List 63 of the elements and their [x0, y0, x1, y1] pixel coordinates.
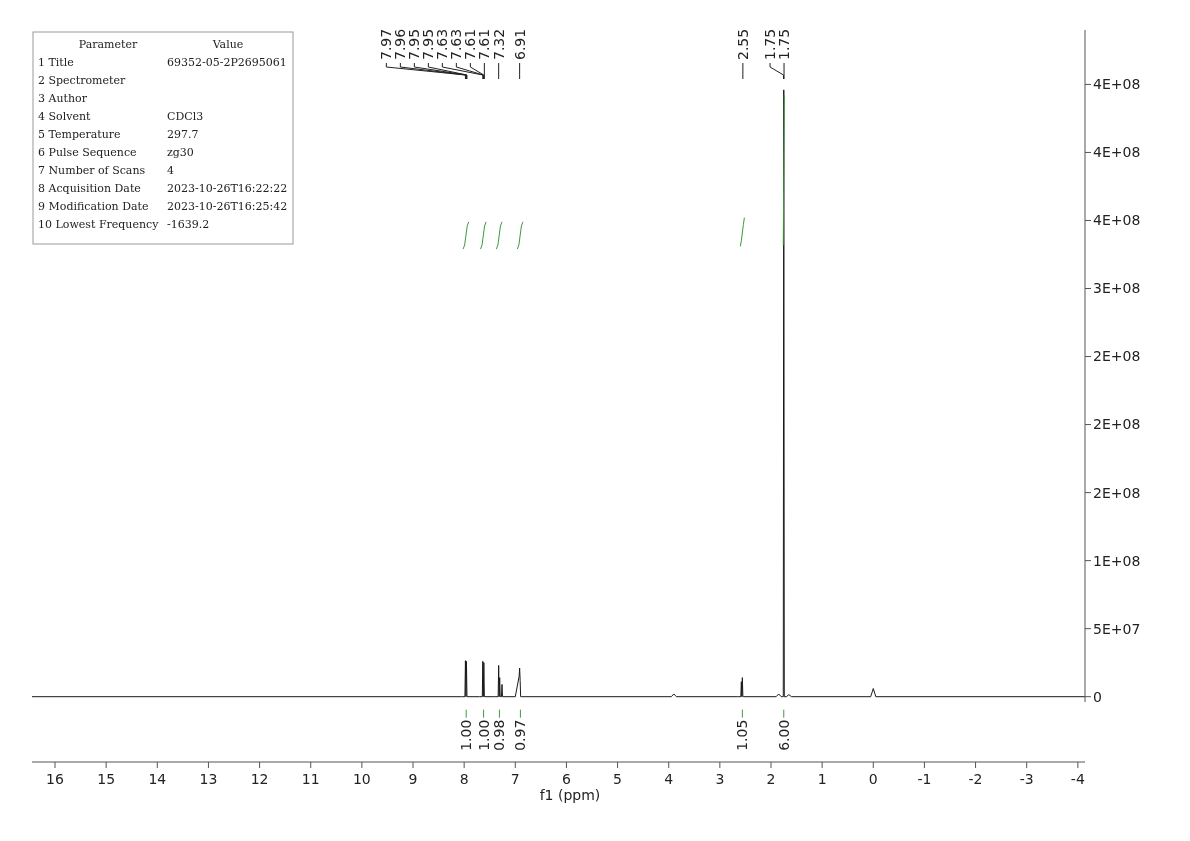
annotation: 7.95	[406, 28, 423, 60]
annotation: 1.75	[762, 28, 779, 60]
x-tick-label: 12	[250, 771, 269, 787]
x-tick-label: 10	[352, 771, 371, 787]
y-tick-label: 5E+07	[1093, 620, 1141, 637]
y-tick-label: 2E+08	[1093, 484, 1141, 501]
y-tick-label: 4E+08	[1093, 144, 1141, 161]
x-tick-label: 14	[148, 771, 167, 787]
annotation: 7.32	[490, 28, 507, 60]
y-tick-label: 3E+08	[1093, 280, 1141, 297]
x-axis-title: f1 (ppm)	[539, 787, 601, 803]
annotation: 7.95	[420, 28, 437, 60]
annotation: 2 Spectrometer	[38, 74, 126, 87]
x-tick-label: 0	[868, 771, 878, 787]
x-tick-label: 15	[97, 771, 116, 787]
y-tick-label: 4E+08	[1093, 76, 1141, 93]
y-tick-label: 4E+08	[1093, 212, 1141, 229]
annotation: 6.00	[775, 719, 792, 751]
text: Parameter Value	[78, 38, 244, 51]
annotation: 0.98	[491, 719, 508, 751]
text: 8 Acquisition Date 2023-10-26T16:22:22	[38, 182, 288, 195]
annotation: 0.97	[512, 719, 529, 751]
x-tick-label: 8	[459, 771, 469, 787]
text: 4 Solvent CDCl3	[38, 110, 204, 123]
annotation: 1.75	[776, 28, 793, 60]
text: 5 Temperature 297.7	[38, 128, 199, 141]
annotation: 7.96	[392, 28, 409, 60]
x-tick-label: 13	[199, 771, 218, 787]
annotation: 7.61	[476, 28, 493, 60]
y-tick-label: 0	[1093, 688, 1102, 705]
x-tick-label: 9	[408, 771, 418, 787]
annotation: 7.63	[448, 28, 465, 60]
x-tick-label: 11	[301, 771, 320, 787]
x-tick-label: 2	[766, 771, 776, 787]
x-tick-label: 7	[510, 771, 520, 787]
annotation: 10 Lowest Frequency -1639.2	[38, 218, 210, 231]
line-series	[31, 89, 1086, 698]
x-tick-label: 4	[664, 771, 674, 787]
annotation: 6.91	[511, 28, 528, 60]
x-tick-label: -3	[1019, 771, 1034, 787]
x-tick-label: -2	[968, 771, 983, 787]
y-tick-label: 1E+08	[1093, 552, 1141, 569]
x-tick-label: 6	[561, 771, 571, 787]
annotation: 1.00	[458, 719, 475, 751]
annotation: 7.97	[378, 28, 395, 60]
x-tick-label: 5	[613, 771, 623, 787]
x-tick-label: 16	[46, 771, 65, 787]
x-tick-label: -4	[1070, 771, 1085, 787]
text: 6 Pulse Sequence zg30	[38, 146, 194, 159]
y-tick-label: 2E+08	[1093, 416, 1141, 433]
x-tick-label: 1	[817, 771, 827, 787]
annotation: 1.05	[734, 719, 751, 751]
annotation: 2.55	[734, 28, 751, 60]
text: 1 Title 69352-05-2P2695061	[38, 56, 287, 69]
text: 9 Modification Date 2023-10-26T16:25:42	[38, 200, 288, 213]
x-tick-label: -1	[917, 771, 932, 787]
text: 7 Number of Scans 4	[38, 164, 174, 177]
x-tick-label: 3	[715, 771, 725, 787]
annotation: 7.63	[434, 28, 451, 60]
annotation: 7.61	[462, 28, 479, 60]
annotation: 3 Author	[38, 92, 88, 105]
annotation: 1.00	[475, 719, 492, 751]
y-tick-label: 2E+08	[1093, 348, 1141, 365]
